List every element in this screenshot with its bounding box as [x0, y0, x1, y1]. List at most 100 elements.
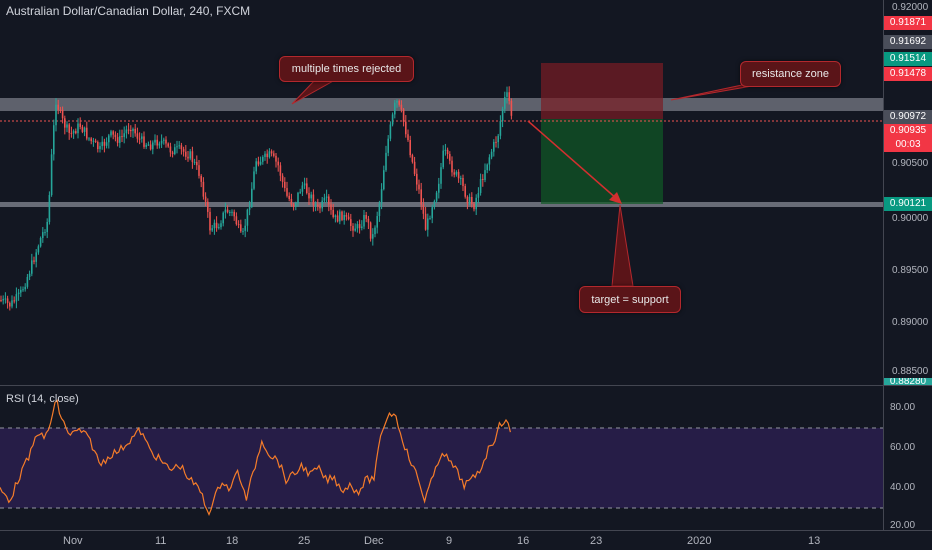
candle-body: [138, 138, 141, 140]
candle-body: [438, 183, 440, 193]
candle-body: [15, 294, 18, 302]
target-callout[interactable]: target = support: [579, 286, 681, 313]
price-tick: 0.90500: [892, 158, 929, 169]
candle-body: [207, 201, 209, 212]
candle-body: [176, 146, 178, 148]
rsi-line[interactable]: [0, 399, 511, 517]
candle-body: [105, 142, 108, 146]
candle-body: [167, 143, 169, 147]
candle-body: [22, 289, 24, 291]
candle-body: [235, 216, 238, 225]
candle-body: [429, 218, 431, 220]
candle-body: [303, 183, 306, 186]
candle-body: [13, 300, 15, 302]
candle-body: [163, 139, 165, 141]
candle-body: [334, 215, 337, 217]
candle-body: [446, 149, 449, 155]
candle-body: [141, 136, 143, 139]
support-line[interactable]: [0, 202, 883, 207]
candle-body: [4, 298, 7, 300]
candle-body: [343, 215, 345, 220]
candle-body: [97, 141, 99, 150]
candle-body: [187, 156, 189, 159]
candle-body: [484, 170, 486, 180]
candle-body: [424, 213, 427, 230]
candle-body: [319, 206, 321, 209]
resistance-callout[interactable]: resistance zone: [740, 61, 841, 87]
candle-body: [473, 203, 475, 210]
time-tick: 25: [298, 535, 311, 547]
candle-body: [477, 192, 480, 198]
candle-body: [116, 137, 119, 143]
candle-body: [259, 161, 262, 165]
candle-body: [154, 139, 156, 143]
candle-body: [442, 150, 444, 168]
rsi-tick: 40.00: [890, 482, 916, 493]
candle-body: [28, 273, 31, 277]
candle-body: [306, 183, 308, 194]
candle-body: [92, 140, 95, 142]
candle-body: [81, 126, 84, 132]
candle-body: [281, 175, 284, 182]
projection-arrow[interactable]: [527, 120, 618, 200]
candle-body: [347, 216, 350, 220]
candle-body: [273, 153, 275, 156]
candle-body: [479, 178, 482, 193]
candle-body: [457, 171, 460, 179]
candle-body: [31, 260, 33, 274]
candle-body: [385, 152, 387, 171]
candle-body: [299, 191, 301, 193]
candle-body: [255, 161, 257, 172]
candle-body: [301, 185, 304, 192]
candle-body: [407, 134, 409, 141]
candle-body: [224, 209, 227, 213]
price-panel[interactable]: [0, 0, 883, 385]
candle-body: [493, 141, 495, 152]
candle-body: [486, 164, 488, 171]
candle-body: [143, 136, 145, 147]
stop-loss-zone[interactable]: [541, 63, 663, 119]
time-tick: Dec: [364, 535, 384, 547]
candle-body: [387, 138, 389, 153]
price-tick: 0.89000: [892, 317, 929, 328]
candle-body: [277, 161, 279, 166]
candle-body: [42, 232, 44, 239]
candle-body: [488, 157, 491, 165]
candle-body: [70, 132, 73, 134]
candle-body: [103, 141, 106, 146]
candle-body: [130, 129, 132, 132]
candle-body: [189, 151, 191, 159]
rsi-tick: 60.00: [890, 442, 916, 453]
candle-body: [356, 224, 359, 229]
candle-body: [262, 156, 264, 162]
candle-body: [418, 184, 420, 190]
candle-body: [288, 195, 290, 199]
price-label-high: 0.91871: [884, 16, 932, 30]
candle-body: [308, 193, 310, 199]
candle-body: [178, 145, 180, 147]
candle-body: [35, 252, 37, 262]
price-label-low: 0.88280: [884, 378, 932, 385]
rejected-callout[interactable]: multiple times rejected: [279, 56, 414, 82]
candle-body: [218, 227, 220, 229]
time-tick: 23: [590, 535, 603, 547]
candle-body: [317, 204, 319, 207]
candle-body: [350, 219, 352, 226]
candle-body: [409, 140, 411, 156]
take-profit-zone[interactable]: [541, 119, 663, 204]
candle-body: [394, 102, 396, 115]
candle-body: [110, 131, 112, 136]
candle-body: [244, 225, 246, 231]
candle-body: [440, 167, 442, 184]
candle-body: [59, 109, 62, 111]
candle-body: [147, 144, 150, 146]
candle-body: [508, 92, 510, 101]
price-tick: 0.92000: [892, 2, 929, 13]
candles-group[interactable]: [0, 86, 513, 311]
candle-body: [169, 146, 172, 153]
resistance-zone-band[interactable]: [0, 98, 883, 111]
candle-body: [376, 216, 378, 228]
candle-body: [275, 155, 277, 162]
time-tick: 2020: [687, 535, 712, 547]
